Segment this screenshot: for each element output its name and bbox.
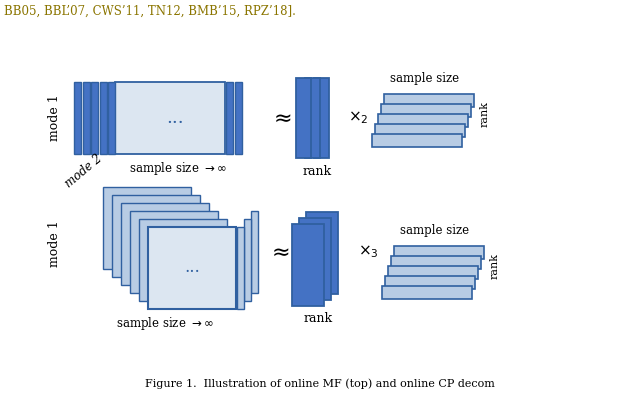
FancyBboxPatch shape bbox=[139, 219, 227, 301]
FancyBboxPatch shape bbox=[115, 82, 225, 154]
FancyBboxPatch shape bbox=[234, 82, 241, 154]
FancyBboxPatch shape bbox=[99, 82, 106, 154]
Text: ...: ... bbox=[184, 260, 200, 277]
FancyBboxPatch shape bbox=[391, 256, 481, 269]
FancyBboxPatch shape bbox=[306, 212, 338, 294]
FancyBboxPatch shape bbox=[83, 82, 90, 154]
FancyBboxPatch shape bbox=[378, 114, 468, 127]
FancyBboxPatch shape bbox=[108, 82, 115, 154]
FancyBboxPatch shape bbox=[296, 78, 311, 158]
Text: ...: ... bbox=[166, 109, 184, 127]
FancyBboxPatch shape bbox=[299, 218, 331, 300]
Text: mode 1: mode 1 bbox=[49, 221, 61, 268]
FancyBboxPatch shape bbox=[130, 211, 218, 293]
FancyBboxPatch shape bbox=[112, 195, 200, 277]
FancyBboxPatch shape bbox=[148, 227, 236, 309]
Text: rank: rank bbox=[490, 253, 500, 279]
FancyBboxPatch shape bbox=[314, 78, 329, 158]
FancyBboxPatch shape bbox=[382, 286, 472, 299]
Text: BB05, BBL’07, CWS’11, TN12, BMB’15, RPZ’18].: BB05, BBL’07, CWS’11, TN12, BMB’15, RPZ’… bbox=[4, 4, 296, 17]
Text: Figure 1.  Illustration of online MF (top) and online CP decom: Figure 1. Illustration of online MF (top… bbox=[145, 379, 495, 389]
FancyBboxPatch shape bbox=[292, 224, 324, 306]
Text: $\approx$: $\approx$ bbox=[269, 108, 291, 128]
FancyBboxPatch shape bbox=[121, 203, 209, 285]
FancyBboxPatch shape bbox=[394, 246, 484, 259]
Text: sample size $\rightarrow \infty$: sample size $\rightarrow \infty$ bbox=[116, 314, 214, 331]
FancyBboxPatch shape bbox=[91, 82, 98, 154]
FancyBboxPatch shape bbox=[148, 227, 236, 309]
Text: mode 1: mode 1 bbox=[49, 95, 61, 141]
Text: rank: rank bbox=[303, 165, 332, 178]
FancyBboxPatch shape bbox=[388, 266, 478, 279]
FancyBboxPatch shape bbox=[305, 78, 320, 158]
FancyBboxPatch shape bbox=[372, 134, 462, 147]
FancyBboxPatch shape bbox=[74, 82, 81, 154]
FancyBboxPatch shape bbox=[103, 187, 191, 269]
FancyBboxPatch shape bbox=[251, 211, 258, 293]
Text: $\approx$: $\approx$ bbox=[267, 242, 289, 262]
Text: sample size: sample size bbox=[390, 71, 459, 84]
Text: rank: rank bbox=[304, 312, 333, 325]
FancyBboxPatch shape bbox=[385, 276, 475, 289]
Text: mode 2: mode 2 bbox=[63, 152, 105, 190]
Text: $\times_3$: $\times_3$ bbox=[358, 243, 378, 260]
FancyBboxPatch shape bbox=[375, 124, 465, 137]
Text: sample size $\rightarrow \infty$: sample size $\rightarrow \infty$ bbox=[129, 160, 227, 177]
FancyBboxPatch shape bbox=[381, 104, 471, 117]
FancyBboxPatch shape bbox=[226, 82, 233, 154]
FancyBboxPatch shape bbox=[244, 219, 251, 301]
FancyBboxPatch shape bbox=[237, 227, 244, 309]
Text: sample size: sample size bbox=[400, 223, 469, 236]
FancyBboxPatch shape bbox=[384, 94, 474, 107]
Text: $\times_2$: $\times_2$ bbox=[348, 110, 368, 126]
Text: rank: rank bbox=[480, 101, 490, 127]
